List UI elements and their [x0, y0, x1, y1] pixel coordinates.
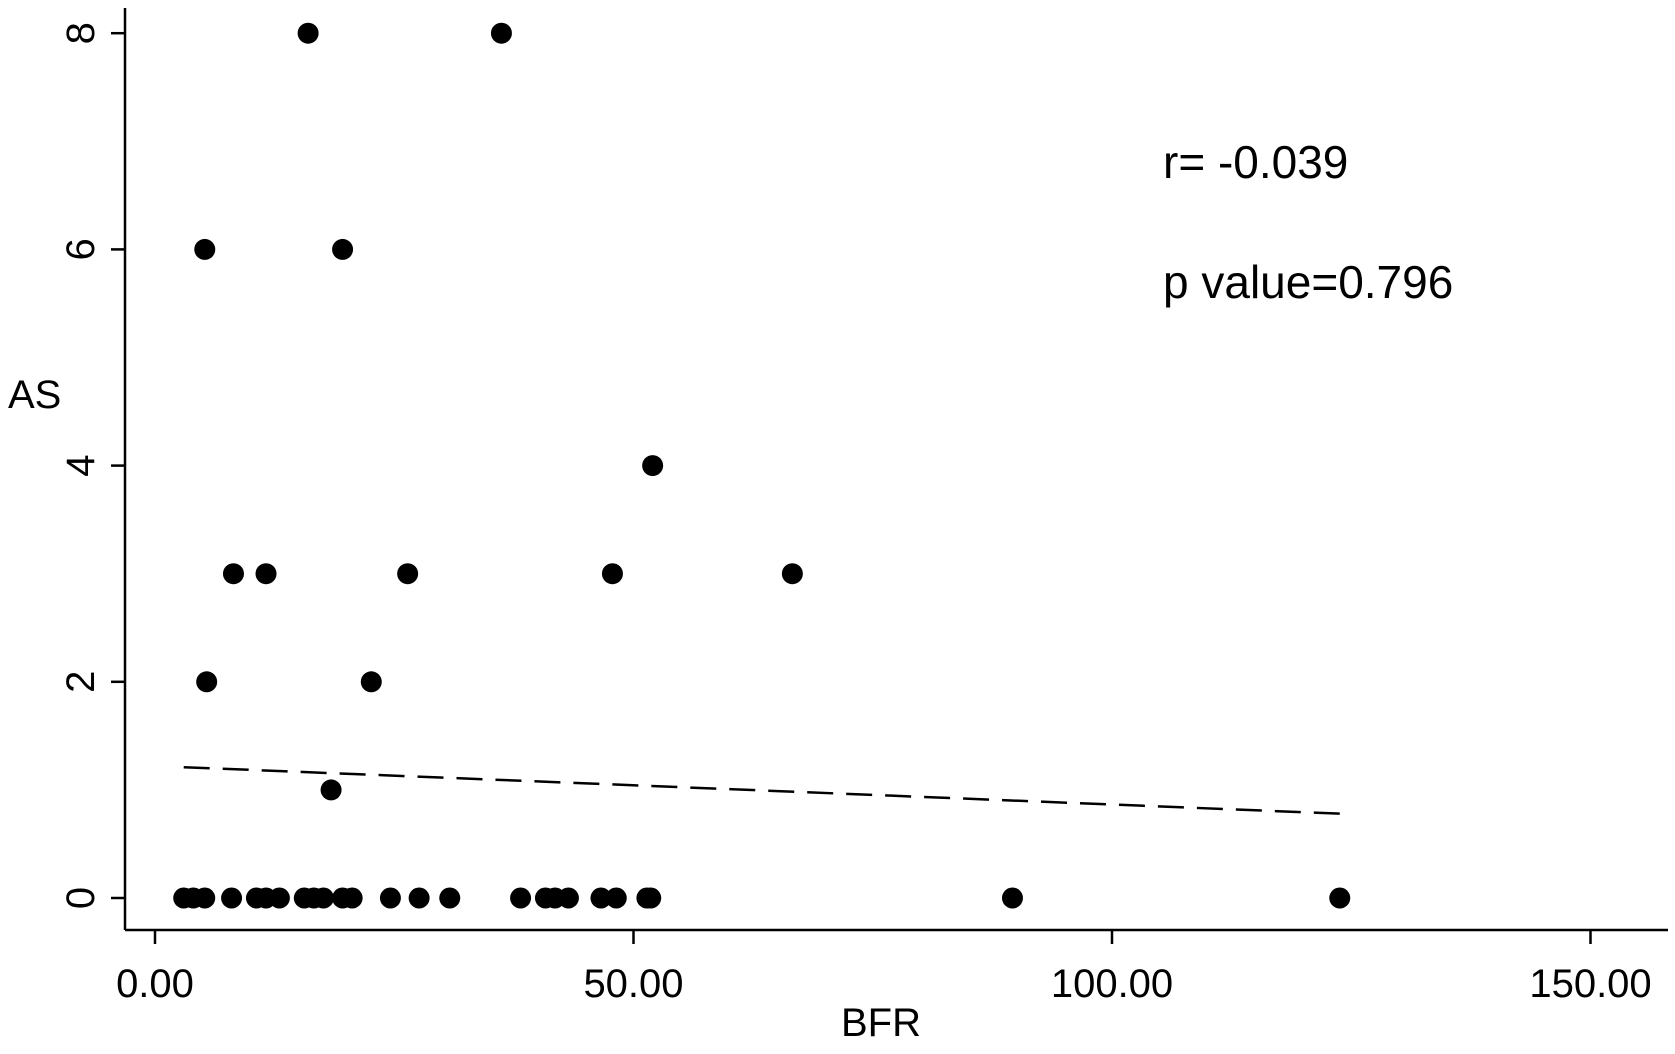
- data-point: [194, 238, 216, 260]
- data-point: [397, 563, 419, 585]
- data-point: [590, 887, 612, 909]
- x-axis-title: BFR: [841, 1001, 921, 1045]
- data-point: [408, 887, 430, 909]
- x-tick-label: 150.00: [1529, 962, 1651, 1006]
- y-tick-label: 0: [59, 887, 103, 909]
- data-point: [781, 563, 803, 585]
- data-point: [640, 887, 662, 909]
- data-point: [605, 887, 627, 909]
- y-tick-label: 6: [59, 238, 103, 260]
- data-point: [642, 455, 664, 477]
- data-point: [255, 563, 277, 585]
- data-point: [1001, 887, 1023, 909]
- data-point: [194, 887, 216, 909]
- data-point: [510, 887, 532, 909]
- data-point: [196, 671, 218, 693]
- data-point: [601, 563, 623, 585]
- x-tick-label: 50.00: [583, 962, 683, 1006]
- x-tick-label: 0.00: [116, 962, 194, 1006]
- data-point: [297, 22, 319, 44]
- data-point: [379, 887, 401, 909]
- y-tick-label: 8: [59, 22, 103, 44]
- axis-ticks: 0.00 50.00 100.00 150.00 0 2 4 6 8: [59, 22, 1652, 1006]
- y-axis-title: AS: [8, 373, 61, 417]
- regression-line: [183, 765, 1340, 815]
- y-tick-label: 4: [59, 454, 103, 476]
- data-point: [439, 887, 461, 909]
- correlation-annotation: r= -0.039: [1163, 136, 1348, 188]
- data-points: [173, 22, 1351, 909]
- data-point: [222, 563, 244, 585]
- data-point: [341, 887, 363, 909]
- x-tick-label: 100.00: [1051, 962, 1173, 1006]
- data-point: [557, 887, 579, 909]
- data-point: [312, 887, 334, 909]
- data-point: [320, 779, 342, 801]
- p-value-annotation: p value=0.796: [1163, 256, 1453, 308]
- data-point: [490, 22, 512, 44]
- data-point: [221, 887, 243, 909]
- data-point: [332, 238, 354, 260]
- y-tick-label: 2: [59, 671, 103, 693]
- data-point: [268, 887, 290, 909]
- data-point: [1329, 887, 1351, 909]
- data-point: [360, 671, 382, 693]
